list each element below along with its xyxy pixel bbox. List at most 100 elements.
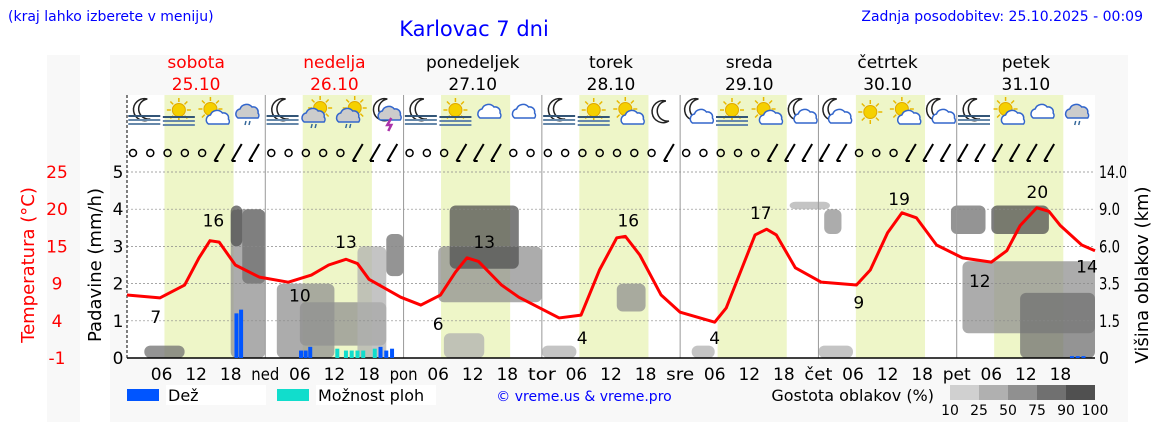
calm-wind-icon bbox=[180, 148, 190, 158]
precip-tick: 2 bbox=[113, 275, 124, 295]
shower-bar bbox=[372, 348, 377, 358]
density-swatch bbox=[950, 385, 979, 400]
wind-barb-icon bbox=[801, 143, 814, 162]
temp-tick: 4 bbox=[52, 312, 63, 332]
calm-wind-icon bbox=[422, 148, 432, 158]
precip-tick: 5 bbox=[113, 163, 124, 183]
calm-wind-icon bbox=[128, 148, 138, 158]
moon-cloud-icon bbox=[925, 97, 957, 124]
temp-label: 4 bbox=[709, 329, 720, 349]
temp-label: 16 bbox=[203, 211, 225, 231]
wind-barb-icon bbox=[766, 143, 779, 162]
cloud-patch bbox=[818, 345, 853, 358]
day-name: torek bbox=[589, 53, 633, 73]
wind-barb-icon bbox=[230, 143, 243, 162]
temp-tick: 20 bbox=[46, 200, 68, 220]
hour-tick: 18 bbox=[635, 365, 657, 385]
wind-barb-icon bbox=[351, 143, 364, 162]
hour-tick: 12 bbox=[324, 365, 346, 385]
sun-ray bbox=[201, 114, 206, 119]
cloud-shape bbox=[689, 108, 715, 124]
cloud-icon bbox=[511, 103, 537, 119]
temp-label: 14 bbox=[1076, 258, 1098, 278]
wind-barb-icon bbox=[904, 143, 917, 162]
cloud-patch bbox=[691, 345, 715, 358]
rain-bar bbox=[299, 350, 304, 358]
sun-ray bbox=[169, 100, 174, 105]
cloud-shape bbox=[477, 103, 502, 119]
moon-fog-icon bbox=[404, 97, 437, 125]
cloud-patch bbox=[789, 201, 830, 210]
rain-drop bbox=[344, 123, 348, 129]
wind-barb-icon bbox=[835, 143, 848, 162]
calm-wind-icon bbox=[336, 148, 345, 158]
hour-tick: 12 bbox=[185, 365, 207, 385]
cloud-patch bbox=[616, 283, 646, 312]
sun-ray bbox=[325, 98, 330, 103]
precip-tick: 0 bbox=[113, 349, 124, 369]
sun-ray bbox=[183, 100, 188, 105]
wind-barb-icon bbox=[818, 143, 831, 162]
cloud-shape bbox=[620, 109, 645, 125]
cloud-patch bbox=[443, 333, 485, 358]
region-note[interactable]: (kraj lahko izberete v meniju) bbox=[8, 9, 214, 25]
cloud-rain-icon bbox=[235, 103, 260, 126]
day-abbr-tick: pon bbox=[390, 365, 418, 385]
sun-ray bbox=[311, 98, 316, 103]
cloud-patch bbox=[144, 345, 185, 358]
day-abbr-tick: čet bbox=[804, 365, 832, 385]
cloud-patch bbox=[357, 246, 387, 358]
temp-label: 13 bbox=[335, 233, 357, 253]
day-date: 25.10 bbox=[172, 75, 221, 95]
day-date: 27.10 bbox=[448, 75, 497, 95]
wind-barb-icon bbox=[1008, 143, 1021, 162]
rain-drop bbox=[244, 120, 247, 126]
sun-ray bbox=[215, 99, 220, 104]
chart-title: Karlovac 7 dni bbox=[399, 17, 549, 41]
wind-barb-icon bbox=[213, 143, 226, 162]
density-swatch bbox=[1008, 385, 1037, 400]
day-name: sobota bbox=[167, 53, 225, 73]
cloud-patch bbox=[541, 345, 577, 358]
hour-tick: 06 bbox=[842, 365, 864, 385]
calm-wind-icon bbox=[595, 148, 604, 158]
cloud-patch bbox=[230, 205, 243, 247]
hour-tick: 18 bbox=[358, 365, 380, 385]
cloud-icon bbox=[1030, 103, 1055, 119]
wind-barb-icon bbox=[956, 143, 969, 162]
hour-tick: 18 bbox=[1050, 365, 1072, 385]
sun-ray bbox=[861, 102, 866, 107]
sun-ray bbox=[616, 114, 621, 119]
day-date: 30.10 bbox=[863, 75, 912, 95]
moon-cloud-icon bbox=[822, 97, 853, 124]
calm-wind-icon bbox=[578, 148, 587, 158]
sun-ray bbox=[754, 114, 759, 119]
precip-axis-label: Padavine (mm/h) bbox=[85, 188, 106, 342]
sun-fog-icon bbox=[716, 98, 748, 126]
temp-label: 12 bbox=[969, 272, 991, 292]
moon-cloud-icon bbox=[683, 97, 715, 124]
rain-bar bbox=[239, 309, 244, 358]
sun-cloud-icon bbox=[751, 97, 784, 125]
wind-barb-icon bbox=[939, 143, 952, 162]
moon-shape bbox=[651, 99, 670, 124]
sun-ray bbox=[446, 100, 451, 105]
temp-label: 16 bbox=[617, 211, 639, 231]
copyright-link[interactable]: © vreme.us & vreme.pro bbox=[496, 389, 671, 405]
temp-tick: 9 bbox=[52, 275, 63, 295]
cloud-patch bbox=[386, 234, 404, 277]
daylight-band bbox=[717, 95, 787, 358]
sun-disc bbox=[171, 103, 186, 117]
sun-ray bbox=[460, 100, 465, 105]
hour-tick: 18 bbox=[220, 365, 242, 385]
cloud-patch bbox=[449, 205, 519, 269]
density-swatch bbox=[1037, 385, 1066, 400]
rain-bar bbox=[384, 350, 389, 358]
cloud-shape bbox=[1000, 109, 1026, 125]
calm-wind-icon bbox=[733, 148, 743, 158]
cloud-shape bbox=[793, 108, 818, 124]
wind-barb-icon bbox=[1025, 143, 1038, 162]
wind-barb-icon bbox=[662, 143, 675, 162]
cloud-height-tick: 3.5 bbox=[1099, 275, 1120, 295]
last-update: Zadnja posodobitev: 25.10.2025 - 00:09 bbox=[861, 9, 1143, 25]
